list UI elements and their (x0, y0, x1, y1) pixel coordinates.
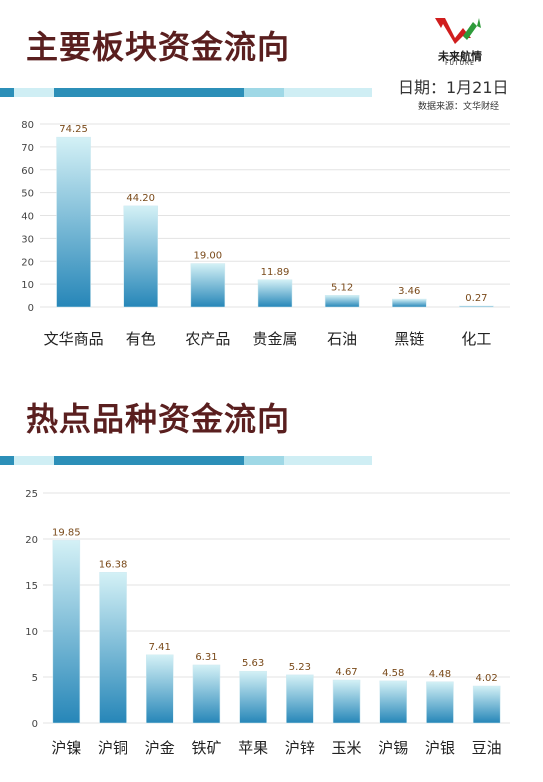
category-label: 沪镍 (51, 739, 81, 757)
value-label: 6.31 (195, 652, 217, 663)
y-tick-label: 5 (32, 673, 38, 684)
bar-豆油 (472, 685, 501, 724)
value-label: 19.00 (194, 251, 223, 262)
category-label: 沪铜 (98, 739, 128, 757)
y-tick-label: 70 (21, 143, 34, 154)
section2-title-band (0, 456, 372, 465)
value-label: 5.63 (242, 658, 264, 669)
y-tick-label: 15 (25, 581, 38, 592)
bar-贵金属 (257, 279, 293, 308)
y-tick-label: 40 (21, 212, 34, 223)
category-label: 铁矿 (191, 739, 221, 757)
y-tick-label: 25 (25, 489, 38, 500)
category-label: 黑链 (394, 330, 424, 348)
bar-黑链 (392, 298, 427, 308)
category-label: 沪锡 (378, 739, 408, 757)
y-tick-label: 0 (28, 303, 34, 314)
bar-石油 (324, 295, 360, 308)
value-label: 0.27 (465, 293, 487, 304)
value-label: 5.23 (289, 662, 311, 673)
value-label: 7.41 (149, 642, 171, 653)
value-label: 11.89 (261, 267, 290, 278)
category-label: 石油 (327, 330, 357, 348)
y-tick-label: 30 (21, 234, 34, 245)
logo-text: 未来航情 (438, 50, 482, 63)
bar-苹果 (239, 670, 267, 724)
category-label: 玉米 (332, 739, 362, 757)
value-label: 4.58 (382, 668, 404, 679)
bar-沪锡 (379, 680, 407, 724)
category-label: 文华商品 (44, 330, 104, 348)
bar-文华商品 (56, 136, 91, 308)
logo-sub-text: FUTURE (445, 60, 475, 67)
y-tick-label: 10 (21, 280, 34, 291)
y-tick-label: 20 (25, 535, 38, 546)
value-label: 4.67 (335, 667, 357, 678)
section1-title-band (0, 88, 372, 97)
category-label: 化工 (461, 330, 491, 348)
category-label: 有色 (126, 330, 156, 348)
bar-沪金 (146, 654, 174, 724)
category-label: 豆油 (472, 739, 502, 757)
y-tick-label: 0 (32, 719, 38, 730)
category-label: 沪银 (425, 739, 455, 757)
value-label: 3.46 (398, 286, 420, 297)
bar-沪镍 (52, 540, 81, 724)
category-label: 沪锌 (285, 739, 315, 757)
value-label: 4.02 (476, 673, 498, 684)
value-label: 16.38 (99, 559, 128, 570)
y-tick-label: 60 (21, 166, 34, 177)
category-label: 苹果 (238, 739, 268, 757)
future-logo: 未来航情 FUTURE (425, 14, 495, 67)
category-label: 沪金 (145, 739, 175, 757)
section2-title: 热点品种资金流向 (26, 400, 291, 438)
bar-化工 (459, 305, 494, 308)
value-label: 44.20 (126, 193, 155, 204)
bar-农产品 (190, 263, 226, 308)
trend-arrow-icon (433, 18, 481, 44)
section1-title: 主要板块资金流向 (26, 28, 291, 66)
y-tick-label: 10 (25, 627, 38, 638)
bar-铁矿 (192, 664, 221, 724)
bar-沪锌 (286, 674, 314, 724)
y-tick-label: 20 (21, 257, 34, 268)
hot-commodity-fund-flow-chart: 0 5 10 15 20 25 19.85 沪镍 16.38 沪铜 7.41 沪金 6.31 铁矿 5.63… (25, 489, 510, 757)
bar-有色 (123, 205, 158, 308)
source-label: 数据来源：文华财经 (418, 102, 500, 112)
date-label: 日期：1月21日 (398, 78, 509, 97)
bar-沪铜 (99, 572, 127, 724)
value-label: 5.12 (331, 282, 353, 293)
category-label: 农产品 (185, 330, 230, 348)
y-tick-label: 50 (21, 189, 34, 200)
value-label: 19.85 (52, 527, 81, 538)
value-label: 74.25 (59, 124, 88, 135)
value-label: 4.48 (429, 669, 451, 680)
y-tick-label: 80 (21, 120, 34, 131)
category-label: 贵金属 (252, 330, 297, 348)
bar-沪银 (426, 681, 454, 724)
sector-fund-flow-chart: 0 10 20 30 40 50 60 70 80 74.25 文华商品 44.20 有色 19.00 农产… (21, 120, 510, 348)
bar-玉米 (332, 679, 361, 724)
